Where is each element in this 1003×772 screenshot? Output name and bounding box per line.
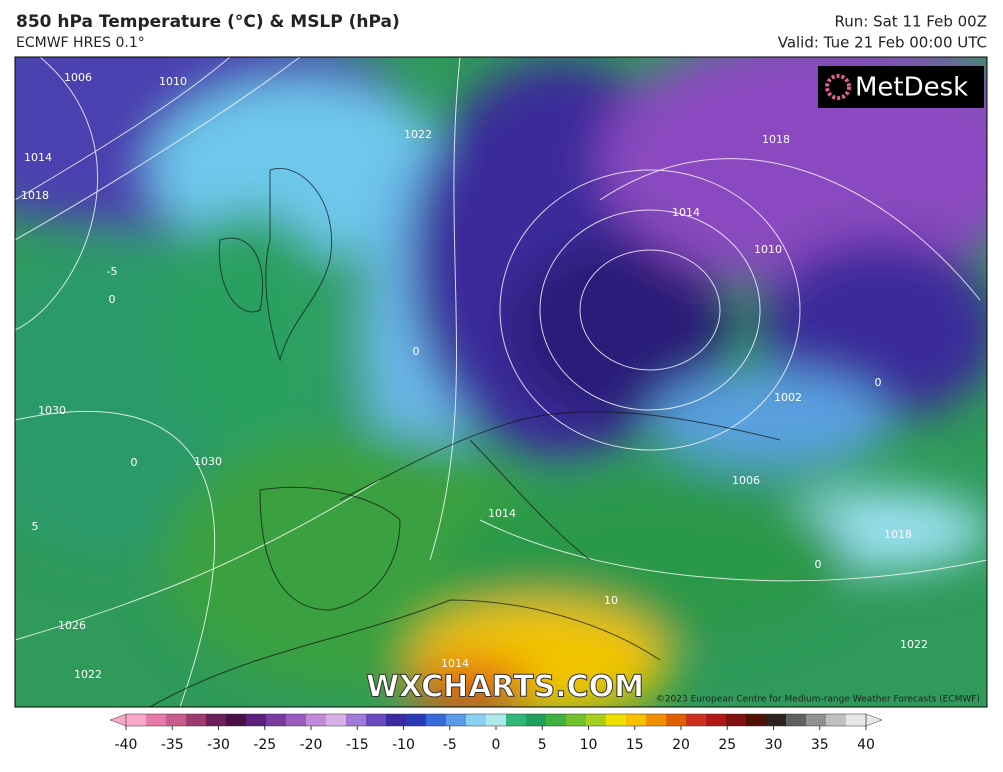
color-swatch [306, 714, 327, 726]
colorbar: -40 -35 -30 -25 -20 -15 -10 -5 0 5 10 15 20 25 30 35 40 [109, 713, 883, 753]
color-swatch [726, 714, 747, 726]
color-swatch [526, 714, 547, 726]
color-swatch [806, 714, 827, 726]
colorbar-tick-label: -10 [392, 737, 415, 753]
color-swatch [846, 714, 867, 726]
color-swatch [186, 714, 207, 726]
colorbar-tick-label: 10 [580, 737, 598, 753]
colorbar-tick-label: -35 [161, 737, 184, 753]
colorbar-tick-label: -20 [300, 737, 323, 753]
contour-label: 1006 [64, 71, 92, 84]
color-swatch [666, 714, 687, 726]
contour-label: 1026 [58, 619, 86, 632]
color-swatch [786, 714, 807, 726]
colorbar-tick-label: 30 [765, 737, 783, 753]
contour-labels: 1006 1010 1014 1018 -5 0 1022 1018 1014 1010 0 1030… [21, 71, 928, 681]
color-swatch [606, 714, 627, 726]
logo: MetDesk [818, 66, 984, 108]
valid: Valid: Tue 21 Feb 00:00 UTC [778, 34, 987, 52]
contour-label: 1022 [74, 668, 102, 681]
contour-label: -5 [107, 265, 118, 278]
title: 850 hPa Temperature (°C) & MSLP (hPa) [16, 12, 400, 32]
color-swatch [466, 714, 487, 726]
color-swatch [746, 714, 767, 726]
contour-label: 0 [109, 293, 116, 306]
colorbar-arrow [865, 713, 883, 727]
contour-label: 1010 [159, 75, 187, 88]
contour-label: 1030 [194, 455, 222, 468]
contour-label: 1006 [732, 474, 760, 487]
run: Run: Sat 11 Feb 00Z [835, 13, 988, 31]
color-swatch [826, 714, 847, 726]
color-swatch [686, 714, 707, 726]
colorbar-tick-label: 5 [538, 737, 547, 753]
contour-label: 1018 [762, 133, 790, 146]
colorbar-tick-label: 0 [492, 737, 501, 753]
subtitle: ECMWF HRES 0.1° [16, 35, 145, 51]
color-swatch [266, 714, 287, 726]
color-swatch [206, 714, 227, 726]
colorbar-tick-label: 40 [857, 737, 875, 753]
contour-label: 1014 [672, 206, 700, 219]
contour-label: 1030 [38, 404, 66, 417]
color-swatch [646, 714, 667, 726]
color-swatch [426, 714, 447, 726]
copyright: ©2023 European Centre for Medium-range W… [656, 695, 980, 705]
contour-label: 1014 [24, 151, 52, 164]
colorbar-tick-label: 25 [718, 737, 736, 753]
color-swatch [226, 714, 247, 726]
color-swatch [586, 714, 607, 726]
contour-label: 0 [875, 376, 882, 389]
color-swatch [566, 714, 587, 726]
colorbar-tick-label: 20 [672, 737, 690, 753]
color-swatch [346, 714, 367, 726]
contour-label: 0 [131, 456, 138, 469]
contour-label: 0 [815, 558, 822, 571]
contour-label: 1022 [404, 128, 432, 141]
color-swatch [446, 714, 467, 726]
colorbar-tick-label: -5 [443, 737, 457, 753]
colorbar-tick-label: 15 [626, 737, 644, 753]
color-swatch [626, 714, 647, 726]
color-swatch [406, 714, 427, 726]
map-frame [14, 56, 988, 708]
color-swatch [386, 714, 407, 726]
contour-label: 0 [413, 345, 420, 358]
color-swatch [326, 714, 347, 726]
contour-label: 1022 [900, 638, 928, 651]
contour-label: 1018 [21, 189, 49, 202]
contour-label: 1010 [754, 243, 782, 256]
color-swatch [546, 714, 567, 726]
color-swatch [286, 714, 307, 726]
color-swatch [766, 714, 787, 726]
color-swatch [246, 714, 267, 726]
contour-label: 1014 [488, 507, 516, 520]
contour-label: 1014 [441, 657, 469, 670]
color-swatch [506, 714, 527, 726]
color-swatch [486, 714, 507, 726]
watermark: WXCHARTS.COM [366, 670, 644, 705]
color-swatch [166, 714, 187, 726]
color-swatch [366, 714, 387, 726]
colorbar-tick-label: -30 [207, 737, 230, 753]
color-swatch [706, 714, 727, 726]
contour-label: 1002 [774, 391, 802, 404]
color-swatch [146, 714, 167, 726]
contour-label: 5 [32, 520, 39, 533]
contour-label: 10 [604, 594, 618, 607]
colorbar-tick-label: 35 [811, 737, 829, 753]
color-swatch [126, 714, 147, 726]
colorbar-arrow [109, 713, 127, 727]
colorbar-tick-label: -40 [115, 737, 138, 753]
logo-text: MetDesk [855, 73, 968, 103]
contour-label: 1018 [884, 528, 912, 541]
colorbar-tick-label: -15 [346, 737, 369, 753]
map: 1006 1010 1014 1018 -5 0 1022 1018 1014 1010 0 1030… [15, 57, 987, 707]
colorbar-tick-label: -25 [253, 737, 276, 753]
